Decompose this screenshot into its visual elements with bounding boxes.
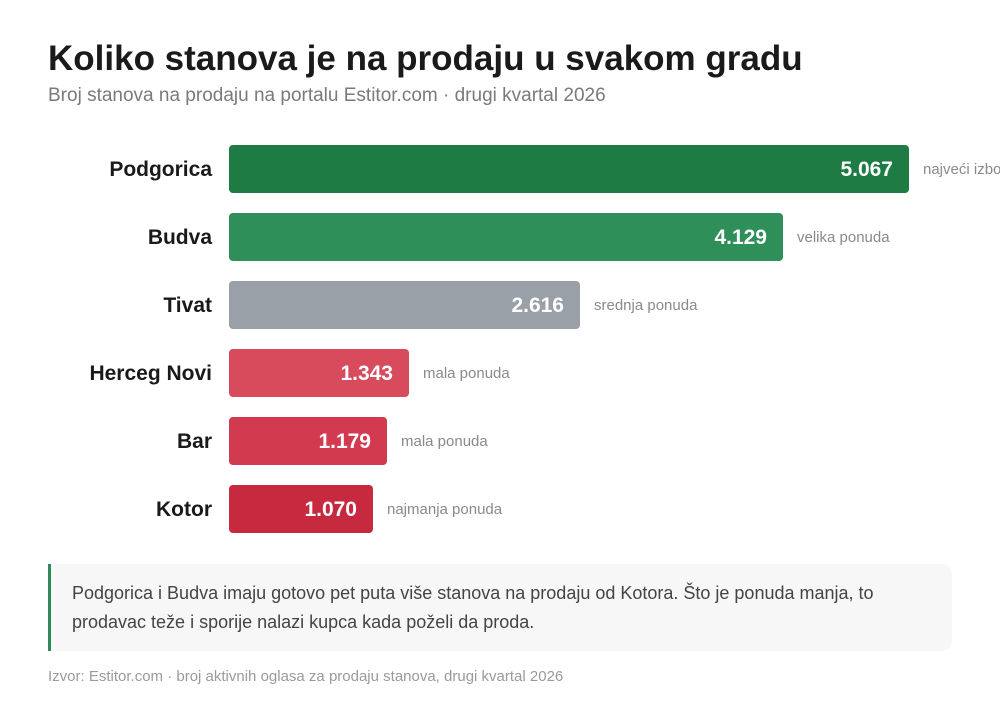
bar-annotation: velika ponuda xyxy=(797,229,890,246)
bar xyxy=(229,213,783,261)
bar xyxy=(229,145,909,193)
category-label: Budva xyxy=(148,226,213,249)
value-label: 1.343 xyxy=(340,362,393,385)
category-label: Podgorica xyxy=(109,158,212,181)
value-label: 5.067 xyxy=(840,158,893,181)
value-label: 4.129 xyxy=(714,226,767,249)
source-note: Izvor: Estitor.com · broj aktivnih oglas… xyxy=(48,668,564,685)
category-label: Herceg Novi xyxy=(89,362,212,385)
bar xyxy=(229,349,409,397)
bar-annotation: mala ponuda xyxy=(401,433,488,450)
bar xyxy=(229,485,373,533)
bar xyxy=(229,281,580,329)
chart-subtitle: Broj stanova na prodaju na portalu Estit… xyxy=(48,85,606,106)
bar-annotation: najveći izbor xyxy=(923,161,1000,178)
category-label: Tivat xyxy=(163,294,212,317)
category-label: Bar xyxy=(177,430,212,453)
value-label: 2.616 xyxy=(511,294,564,317)
value-label: 1.179 xyxy=(318,430,371,453)
value-label: 1.070 xyxy=(304,498,357,521)
bar-annotation: najmanja ponuda xyxy=(387,501,503,518)
bar-annotation: srednja ponuda xyxy=(594,297,698,314)
bar-annotation: mala ponuda xyxy=(423,365,510,382)
insight-note: Podgorica i Budva imaju gotovo pet puta … xyxy=(48,564,952,651)
bar xyxy=(229,417,387,465)
chart-title: Koliko stanova je na prodaju u svakom gr… xyxy=(48,39,803,78)
category-label: Kotor xyxy=(156,498,212,521)
